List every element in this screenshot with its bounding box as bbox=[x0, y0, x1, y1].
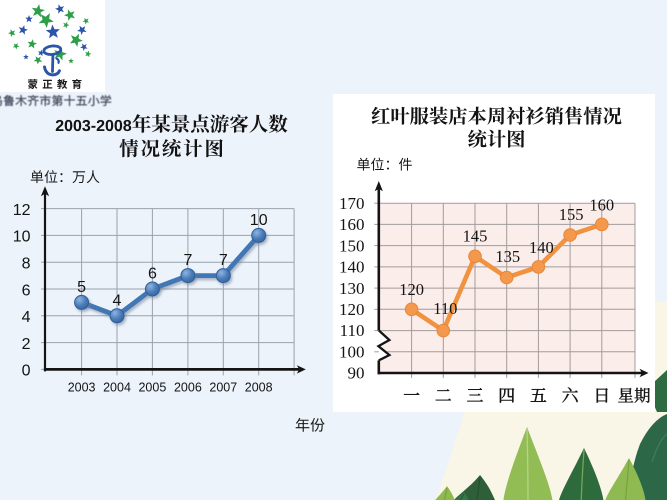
svg-text:0: 0 bbox=[22, 363, 31, 380]
svg-text:12: 12 bbox=[13, 202, 31, 219]
svg-text:2008: 2008 bbox=[245, 380, 273, 394]
svg-text:100: 100 bbox=[339, 343, 365, 362]
svg-text:140: 140 bbox=[339, 258, 365, 277]
svg-text:7: 7 bbox=[183, 252, 192, 269]
svg-text:6: 6 bbox=[148, 266, 157, 283]
svg-text:10: 10 bbox=[13, 229, 31, 246]
svg-text:135: 135 bbox=[495, 247, 520, 266]
svg-text:140: 140 bbox=[529, 238, 554, 257]
svg-text:2006: 2006 bbox=[174, 380, 202, 394]
svg-text:8: 8 bbox=[22, 256, 31, 273]
svg-text:7: 7 bbox=[219, 252, 228, 269]
svg-text:120: 120 bbox=[399, 280, 424, 299]
svg-text:4: 4 bbox=[113, 292, 122, 309]
svg-text:160: 160 bbox=[589, 195, 614, 214]
svg-text:120: 120 bbox=[339, 300, 365, 319]
svg-text:2005: 2005 bbox=[138, 380, 166, 394]
svg-text:155: 155 bbox=[559, 205, 584, 224]
svg-text:2004: 2004 bbox=[103, 380, 131, 394]
svg-text:110: 110 bbox=[340, 321, 365, 340]
svg-text:2003: 2003 bbox=[68, 380, 96, 394]
svg-text:145: 145 bbox=[463, 226, 488, 245]
svg-text:2007: 2007 bbox=[209, 380, 237, 394]
svg-text:90: 90 bbox=[348, 364, 365, 383]
svg-text:5: 5 bbox=[77, 279, 86, 296]
svg-text:130: 130 bbox=[339, 279, 365, 298]
svg-text:2: 2 bbox=[22, 336, 31, 353]
svg-text:160: 160 bbox=[339, 215, 365, 234]
svg-text:10: 10 bbox=[250, 212, 268, 229]
svg-text:4: 4 bbox=[22, 309, 31, 326]
svg-text:170: 170 bbox=[339, 194, 365, 213]
svg-text:150: 150 bbox=[339, 236, 365, 255]
svg-text:110: 110 bbox=[433, 299, 457, 318]
svg-text:6: 6 bbox=[22, 282, 31, 299]
